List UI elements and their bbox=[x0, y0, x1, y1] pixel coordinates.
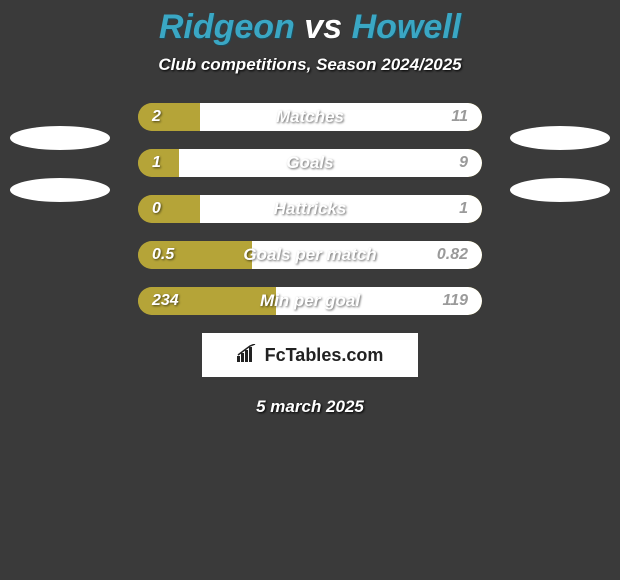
bar-left-fill bbox=[138, 287, 276, 315]
logo-text: FcTables.com bbox=[265, 345, 384, 366]
stat-bar: Matches211 bbox=[138, 103, 482, 131]
bar-right-fill bbox=[252, 241, 482, 269]
bar-right-fill bbox=[179, 149, 482, 177]
bar-left-fill bbox=[138, 149, 179, 177]
bar-left-fill bbox=[138, 241, 252, 269]
stat-row: Min per goal234119 bbox=[138, 287, 482, 315]
bar-right-fill bbox=[200, 195, 482, 223]
bar-left-fill bbox=[138, 195, 200, 223]
stat-bar: Min per goal234119 bbox=[138, 287, 482, 315]
stat-row: Matches211 bbox=[138, 103, 482, 131]
date: 5 march 2025 bbox=[0, 397, 620, 417]
player2-name: Howell bbox=[352, 8, 462, 46]
source-logo: FcTables.com bbox=[202, 333, 418, 377]
stat-row: Goals19 bbox=[138, 149, 482, 177]
stat-row: Hattricks01 bbox=[138, 195, 482, 223]
comparison-infographic: Ridgeon vs Howell Club competitions, Sea… bbox=[0, 0, 620, 417]
vs-text: vs bbox=[304, 8, 342, 46]
player1-name: Ridgeon bbox=[159, 8, 295, 46]
bar-right-fill bbox=[276, 287, 482, 315]
bar-right-fill bbox=[200, 103, 482, 131]
crest-placeholder bbox=[10, 178, 110, 202]
crest-placeholder bbox=[10, 126, 110, 150]
stat-bar: Goals per match0.50.82 bbox=[138, 241, 482, 269]
stat-row: Goals per match0.50.82 bbox=[138, 241, 482, 269]
title: Ridgeon vs Howell bbox=[0, 8, 620, 47]
stat-bar: Goals19 bbox=[138, 149, 482, 177]
subtitle: Club competitions, Season 2024/2025 bbox=[0, 55, 620, 75]
bar-left-fill bbox=[138, 103, 200, 131]
crest-placeholder bbox=[510, 126, 610, 150]
crest-placeholder bbox=[510, 178, 610, 202]
stat-bar: Hattricks01 bbox=[138, 195, 482, 223]
logo-icon bbox=[237, 344, 259, 367]
